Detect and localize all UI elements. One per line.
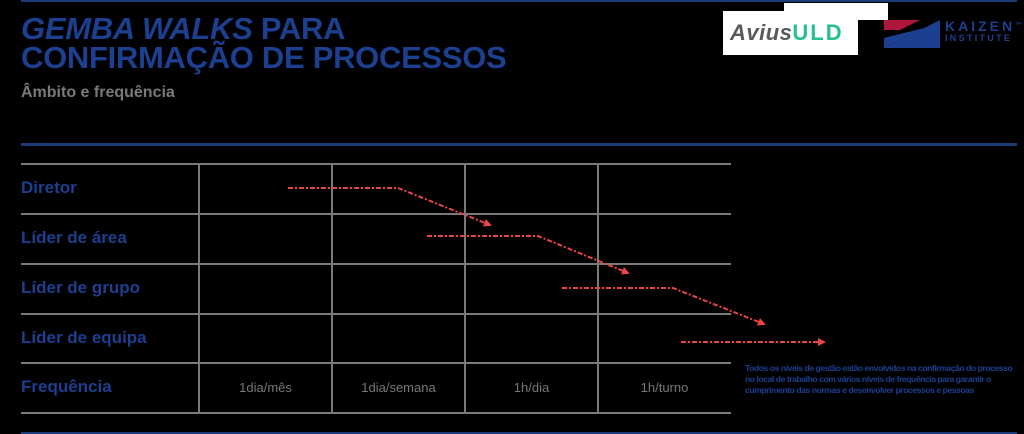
kaizen-trademark: ™ xyxy=(1015,22,1024,29)
grid-column-line xyxy=(464,163,466,414)
grid-line xyxy=(21,313,731,315)
arrow-lider-grupo xyxy=(562,287,766,326)
grid-line xyxy=(21,163,731,165)
row-label-lider-grupo: Líder de grupo xyxy=(21,278,140,297)
arrow-lider-area xyxy=(427,235,630,275)
grid-line xyxy=(21,213,731,215)
explanatory-note: Todos os níveis de gestão estão envolvid… xyxy=(745,363,1013,395)
row-label-frequencia: Frequência xyxy=(21,377,112,396)
grid-line xyxy=(21,412,731,414)
frequency-cell: 1h/turno xyxy=(640,380,689,395)
frequency-cell: 1dia/mês xyxy=(239,380,292,395)
frequency-cell: 1dia/semana xyxy=(361,380,436,395)
arrow-diretor xyxy=(288,187,492,227)
uld-logo-text: ULD xyxy=(792,20,844,45)
row-label-diretor: Diretor xyxy=(21,178,77,197)
kaizen-logo-icon xyxy=(884,20,940,48)
grid-line xyxy=(21,362,731,364)
header-divider xyxy=(21,143,1017,146)
title-line2: CONFIRMAÇÃO DE PROCESSOS xyxy=(21,40,507,75)
grid-line xyxy=(21,263,731,265)
title-line1-rest: PARA xyxy=(252,11,346,46)
grid-column-line xyxy=(331,163,333,414)
grid-column-line xyxy=(198,163,200,414)
avius-uld-logo: AviusULD xyxy=(730,20,844,46)
footer-divider xyxy=(21,432,1017,434)
avius-logo-text: Avius xyxy=(730,20,793,45)
page-title: GEMBA WALKS PARA CONFIRMAÇÃO DE PROCESSO… xyxy=(21,11,507,75)
page-subtitle: Âmbito e frequência xyxy=(21,84,175,101)
row-label-lider-equipa: Líder de equipa xyxy=(21,328,147,347)
kaizen-institute-logo: KAIZEN™ INSTITUTE xyxy=(945,18,1024,44)
row-label-lider-area: Líder de área xyxy=(21,228,127,247)
institute-logo-text: INSTITUTE xyxy=(945,33,1013,43)
frequency-cell: 1h/dia xyxy=(513,380,550,395)
avius-logo-box xyxy=(723,11,858,55)
kaizen-logo-text: KAIZEN xyxy=(945,18,1016,34)
title-emphasis: GEMBA WALKS xyxy=(21,11,253,46)
top-border xyxy=(21,0,1017,2)
